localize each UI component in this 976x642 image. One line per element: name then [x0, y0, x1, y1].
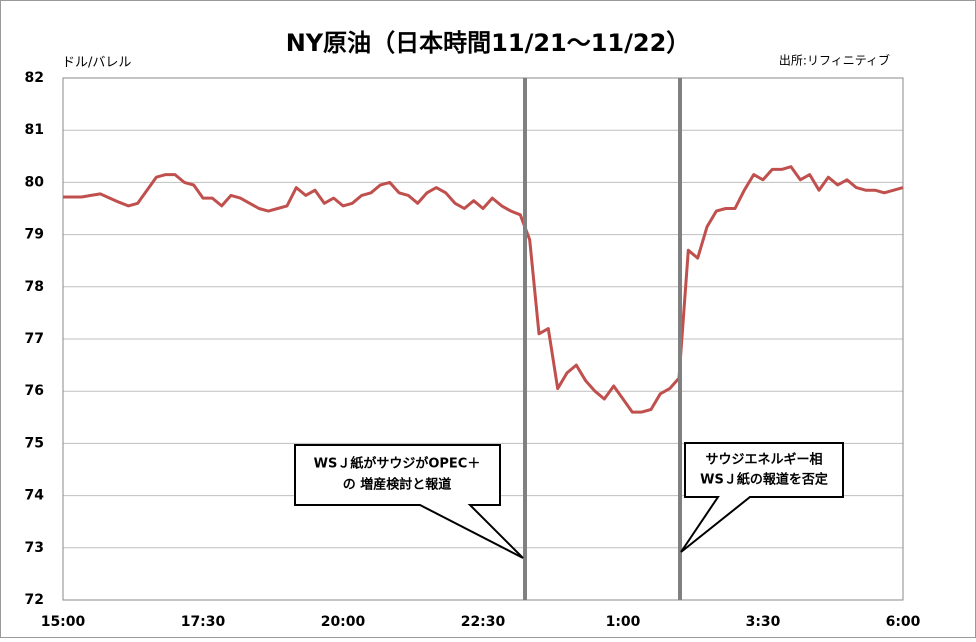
y-tick-label: 78: [25, 279, 44, 295]
x-tick-label: 15:00: [41, 614, 86, 630]
plot-border: [62, 77, 904, 601]
y-axis-label: ドル/バレル: [62, 56, 131, 71]
y-tick-label: 77: [25, 331, 44, 347]
callout: [294, 444, 524, 559]
y-tick-label: 82: [25, 70, 44, 86]
y-tick-label: 72: [25, 592, 44, 608]
callout-text: サウジエネルギー相: [705, 452, 822, 468]
chart-title: NY原油（日本時間11/21～11/22）: [286, 29, 691, 57]
y-tick-label: 76: [25, 383, 44, 399]
callout-text: の 増産検討と報道: [343, 477, 452, 493]
x-tick-label: 20:00: [321, 614, 366, 630]
y-tick-label: 79: [25, 227, 44, 243]
callout: [680, 442, 844, 553]
callout-text: WSＪ紙がサウジがOPEC＋: [314, 456, 481, 472]
y-tick-label: 75: [25, 435, 44, 451]
source: 出所:リフィニティブ: [779, 53, 890, 68]
x-tick-label: 22:30: [461, 614, 506, 630]
x-tick-label: 17:30: [181, 614, 226, 630]
callout-text: WSＪ紙の報道を否定: [700, 472, 828, 488]
x-tick-label: 1:00: [606, 614, 641, 630]
x-tick-label: 3:30: [746, 614, 781, 630]
y-tick-label: 73: [25, 540, 44, 556]
y-tick-label: 74: [25, 488, 45, 504]
line: [63, 165, 904, 414]
series: [63, 165, 904, 414]
y-tick-label: 81: [25, 122, 44, 138]
y-tick-label: 80: [25, 174, 45, 190]
x-tick-label: 6:00: [886, 614, 921, 630]
